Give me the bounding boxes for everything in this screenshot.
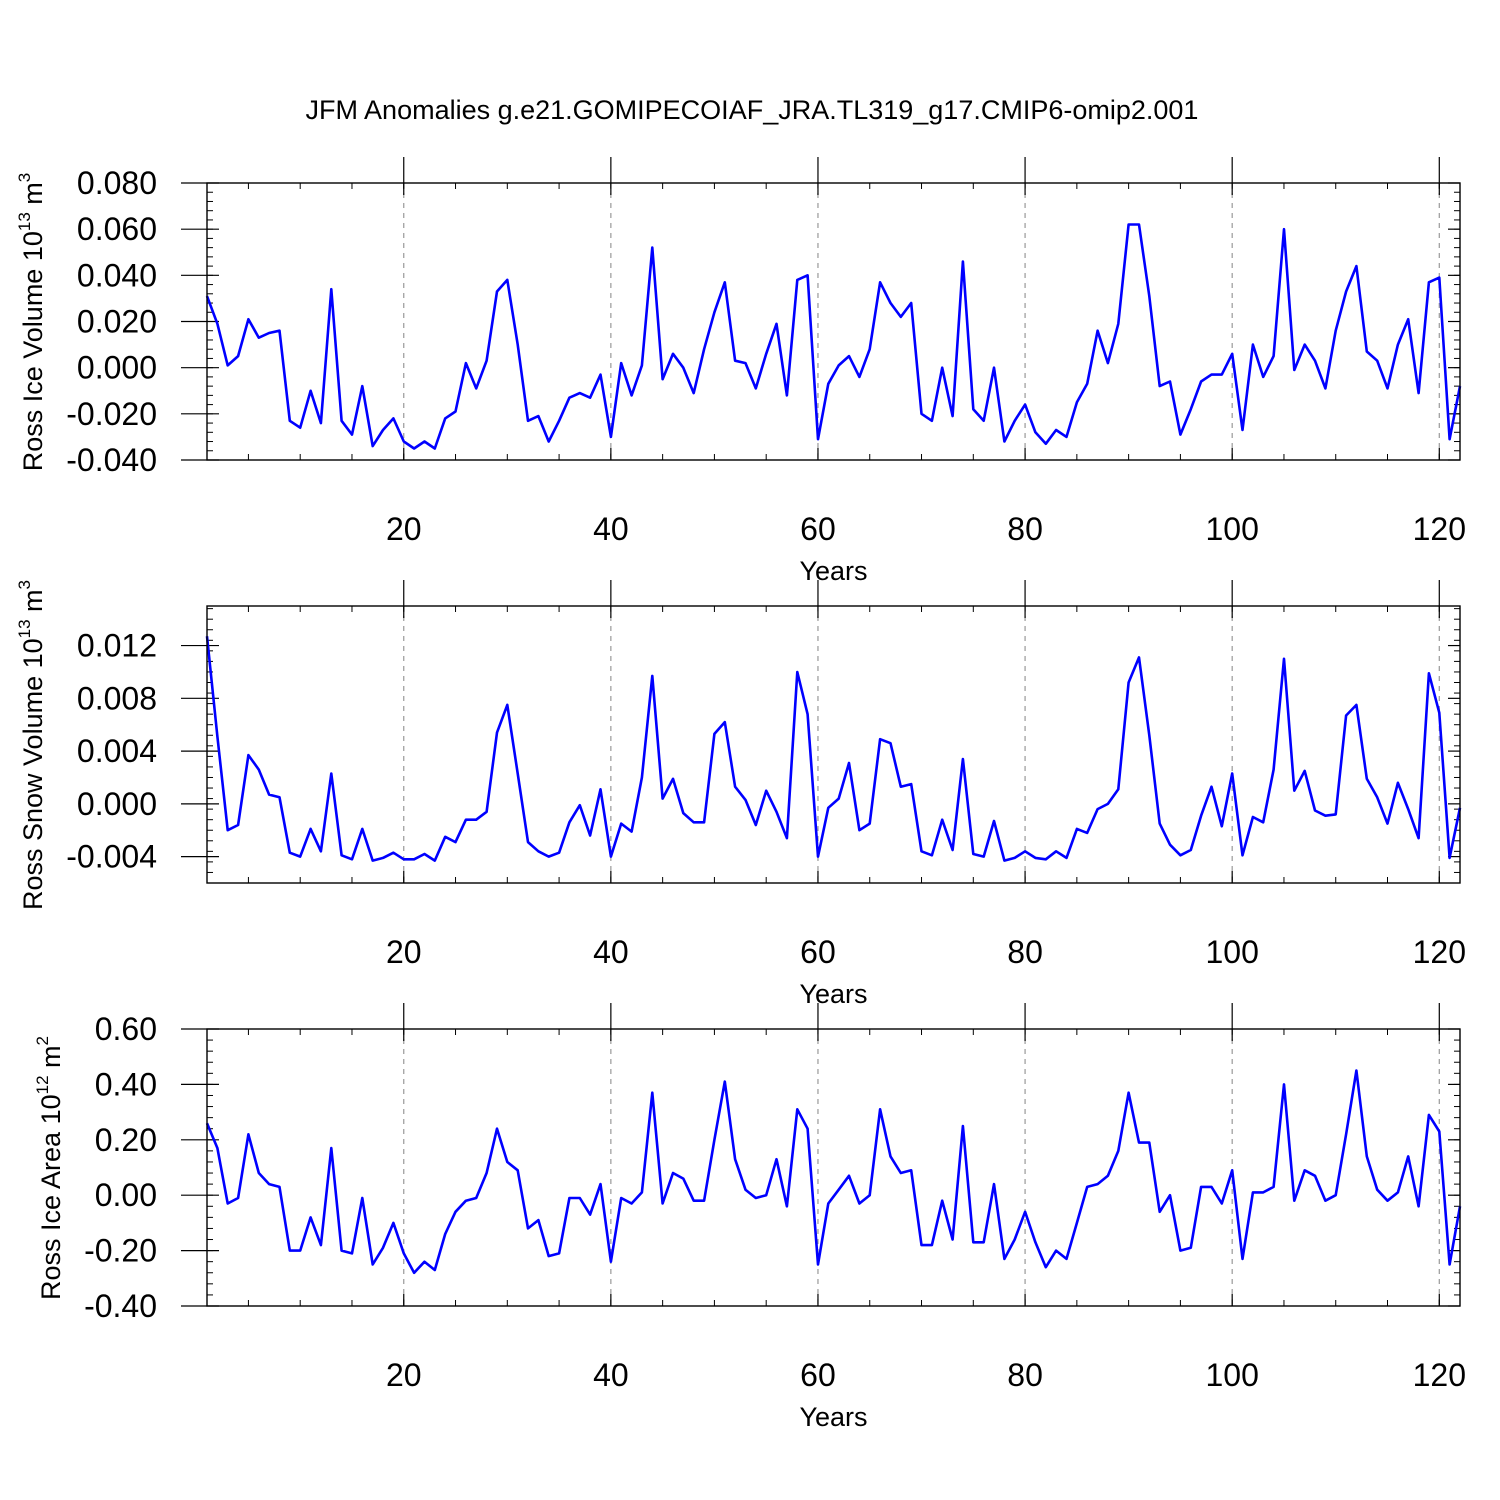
y-tick-label: 0.60 — [95, 1011, 157, 1047]
x-tick-label: 20 — [386, 1357, 422, 1393]
y-axis-label: Ross Ice Area 1012 m2 — [33, 1036, 66, 1300]
y-axis-label: Ross Snow Volume 1013 m3 — [15, 580, 48, 910]
x-tick-label: 40 — [593, 1357, 629, 1393]
y-tick-label: 0.008 — [77, 680, 157, 716]
y-tick-label: 0.004 — [77, 733, 157, 769]
y-tick-label: 0.000 — [77, 786, 157, 822]
y-tick-label: -0.040 — [66, 442, 157, 478]
series-line — [205, 223, 1462, 450]
x-tick-label: 20 — [386, 934, 422, 970]
x-tick-label: 80 — [1007, 934, 1043, 970]
x-tick-label: 120 — [1413, 511, 1466, 547]
y-tick-label: 0.00 — [95, 1177, 157, 1213]
panel-3: -0.40 -0.20 0.00 0.20 0.40 0.60 20 40 60 80 100 120… — [33, 1003, 1466, 1432]
plot-frame — [206, 605, 1461, 884]
x-tick-label: 20 — [386, 511, 422, 547]
y-axis-label: Ross Ice Volume 1013 m3 — [15, 173, 48, 472]
y-tick-label: 0.20 — [95, 1122, 157, 1158]
x-tick-label: 100 — [1205, 1357, 1258, 1393]
x-tick-label: 100 — [1205, 934, 1258, 970]
chart-title: JFM Anomalies g.e21.GOMIPECOIAF_JRA.TL31… — [306, 95, 1199, 125]
y-tick-label: 0.080 — [77, 165, 157, 201]
x-tick-label: 100 — [1205, 511, 1258, 547]
x-axis-label: Years — [799, 979, 867, 1009]
y-tick-label: -0.40 — [84, 1288, 157, 1324]
y-tick-label: -0.20 — [84, 1233, 157, 1269]
y-tick-label: -0.004 — [66, 839, 157, 875]
x-tick-label: 80 — [1007, 511, 1043, 547]
x-tick-label: 40 — [593, 511, 629, 547]
y-tick-label: -0.020 — [66, 396, 157, 432]
series-line — [205, 636, 1462, 862]
y-tick-label: 0.040 — [77, 257, 157, 293]
x-tick-label: 120 — [1413, 1357, 1466, 1393]
x-axis-label: Years — [799, 556, 867, 586]
y-tick-label: 0.012 — [77, 628, 157, 664]
y-tick-label: 0.000 — [77, 350, 157, 386]
x-tick-label: 80 — [1007, 1357, 1043, 1393]
y-tick-label: 0.40 — [95, 1066, 157, 1102]
plot-frame — [206, 1028, 1461, 1307]
y-tick-label: 0.020 — [77, 304, 157, 340]
panel-2: -0.004 0.000 0.004 0.008 0.012 20 40 60 80 100 120… — [15, 580, 1466, 1009]
x-tick-label: 60 — [800, 511, 836, 547]
x-tick-label: 120 — [1413, 934, 1466, 970]
plot-frame — [206, 182, 1461, 461]
series-line — [205, 1069, 1462, 1275]
x-axis-label: Years — [799, 1402, 867, 1432]
x-tick-label: 60 — [800, 934, 836, 970]
x-tick-label: 40 — [593, 934, 629, 970]
panel-1: -0.040 -0.020 0.000 0.020 0.040 0.060 0.080 20 4… — [15, 157, 1466, 586]
y-tick-label: 0.060 — [77, 211, 157, 247]
x-tick-label: 60 — [800, 1357, 836, 1393]
